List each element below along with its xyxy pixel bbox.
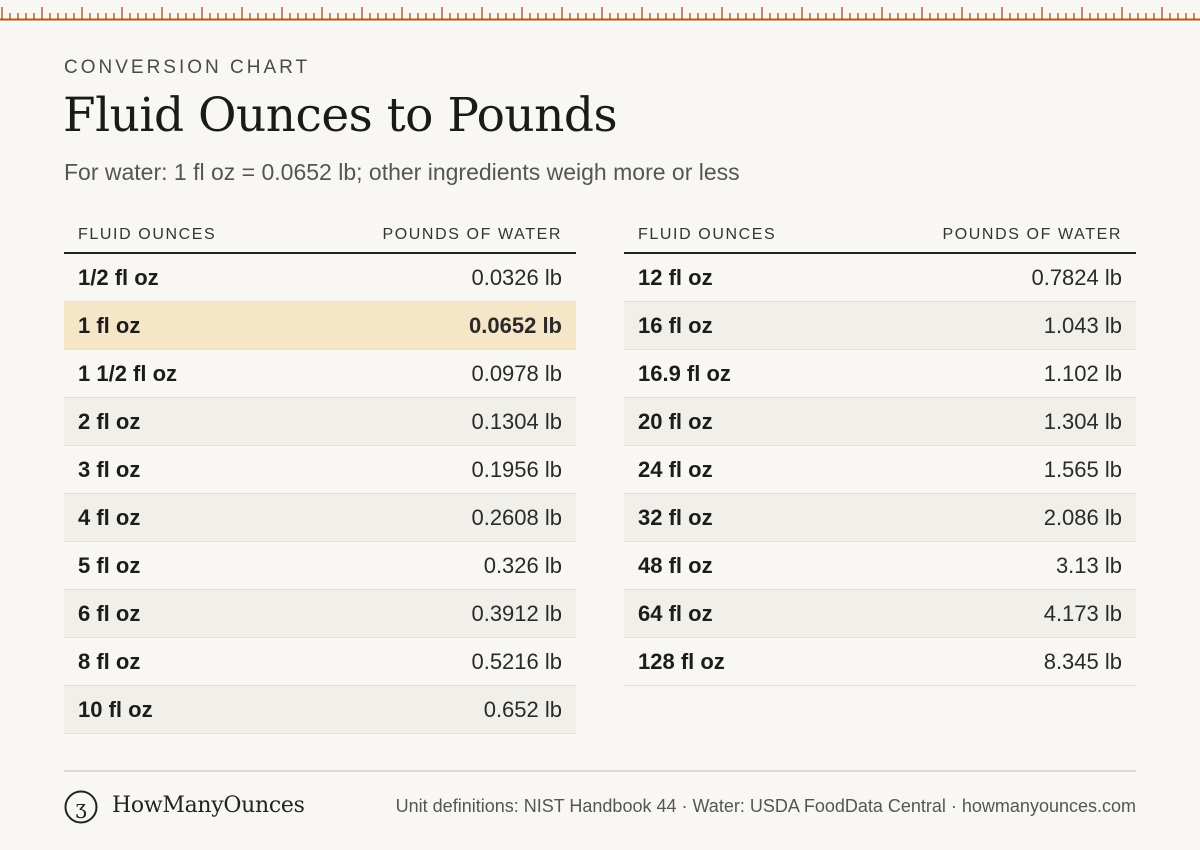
fluid-ounces-value: 12 fl oz (638, 264, 713, 290)
table-row: 1 1/2 fl oz 0.0978 lb (64, 350, 576, 398)
pounds-value: 1.043 lb (1043, 312, 1122, 338)
ruler-decoration (0, 7, 1200, 21)
table-row: 10 fl oz 0.652 lb (64, 686, 576, 734)
fluid-ounces-value: 16.9 fl oz (638, 360, 731, 386)
conversion-table-right: FLUID OUNCES POUNDS OF WATER 12 fl oz 0.7… (624, 218, 1136, 686)
table-row: 64 fl oz 4.173 lb (624, 590, 1136, 638)
table-row: 32 fl oz 2.086 lb (624, 494, 1136, 542)
pounds-value: 0.3912 lb (471, 600, 562, 626)
logo-icon: ʒ (64, 790, 98, 824)
pounds-value: 0.5216 lb (471, 648, 562, 674)
table-row: 6 fl oz 0.3912 lb (64, 590, 576, 638)
column-header-fluid-ounces: FLUID OUNCES (638, 226, 777, 243)
table-row: 24 fl oz 1.565 lb (624, 446, 1136, 494)
table-row: 48 fl oz 3.13 lb (624, 542, 1136, 590)
table-header: FLUID OUNCES POUNDS OF WATER (64, 218, 576, 254)
pounds-value: 0.0978 lb (471, 360, 562, 386)
table-row: 12 fl oz 0.7824 lb (624, 254, 1136, 302)
fluid-ounces-value: 20 fl oz (638, 408, 713, 434)
table-row: 5 fl oz 0.326 lb (64, 542, 576, 590)
fluid-ounces-value: 10 fl oz (78, 696, 153, 722)
conversion-table-left: FLUID OUNCES POUNDS OF WATER 1/2 fl oz 0.… (64, 218, 576, 734)
footer-divider (64, 770, 1136, 772)
table-row: 4 fl oz 0.2608 lb (64, 494, 576, 542)
table-row: 8 fl oz 0.5216 lb (64, 638, 576, 686)
column-header-pounds: POUNDS OF WATER (382, 226, 562, 243)
table-row: 20 fl oz 1.304 lb (624, 398, 1136, 446)
svg-text:ʒ: ʒ (75, 795, 86, 819)
pounds-value: 0.2608 lb (471, 504, 562, 530)
column-header-fluid-ounces: FLUID OUNCES (78, 226, 217, 243)
fluid-ounces-value: 5 fl oz (78, 552, 141, 578)
fluid-ounces-value: 24 fl oz (638, 456, 713, 482)
eyebrow-label: CONVERSION CHART (64, 57, 311, 78)
pounds-value: 0.1304 lb (471, 408, 562, 434)
pounds-value: 0.326 lb (483, 552, 562, 578)
pounds-value: 1.565 lb (1043, 456, 1122, 482)
pounds-value: 0.0326 lb (471, 264, 562, 290)
fluid-ounces-value: 3 fl oz (78, 456, 141, 482)
pounds-value: 0.1956 lb (471, 456, 562, 482)
brand-name: HowManyOunces (112, 793, 305, 818)
table-row: 3 fl oz 0.1956 lb (64, 446, 576, 494)
table-row: 1 fl oz 0.0652 lb (64, 302, 576, 350)
table-row: 128 fl oz 8.345 lb (624, 638, 1136, 686)
pounds-value: 4.173 lb (1043, 600, 1122, 626)
pounds-value: 0.7824 lb (1031, 264, 1122, 290)
column-header-pounds: POUNDS OF WATER (942, 226, 1122, 243)
pounds-value: 3.13 lb (1055, 552, 1122, 578)
sources-credit: Unit definitions: NIST Handbook 44 · Wat… (395, 796, 1136, 816)
pounds-value: 8.345 lb (1043, 648, 1122, 674)
page-title: Fluid Ounces to Pounds (63, 88, 618, 143)
fluid-ounces-value: 1 fl oz (78, 312, 141, 338)
fluid-ounces-value: 6 fl oz (78, 600, 141, 626)
table-row: 1/2 fl oz 0.0326 lb (64, 254, 576, 302)
table-row: 16.9 fl oz 1.102 lb (624, 350, 1136, 398)
fluid-ounces-value: 1 1/2 fl oz (78, 360, 178, 386)
table-row: 2 fl oz 0.1304 lb (64, 398, 576, 446)
fluid-ounces-value: 64 fl oz (638, 600, 713, 626)
table-header: FLUID OUNCES POUNDS OF WATER (624, 218, 1136, 254)
fluid-ounces-value: 2 fl oz (78, 408, 141, 434)
pounds-value: 1.304 lb (1043, 408, 1122, 434)
fluid-ounces-value: 4 fl oz (78, 504, 141, 530)
fluid-ounces-value: 48 fl oz (638, 552, 713, 578)
fluid-ounces-value: 8 fl oz (78, 648, 141, 674)
fluid-ounces-value: 16 fl oz (638, 312, 713, 338)
pounds-value: 0.0652 lb (469, 312, 562, 338)
pounds-value: 1.102 lb (1043, 360, 1122, 386)
page-subtitle: For water: 1 fl oz = 0.0652 lb; other in… (64, 159, 740, 185)
table-row: 16 fl oz 1.043 lb (624, 302, 1136, 350)
pounds-value: 2.086 lb (1043, 504, 1122, 530)
fluid-ounces-value: 32 fl oz (638, 504, 713, 530)
fluid-ounces-value: 128 fl oz (638, 648, 725, 674)
fluid-ounces-value: 1/2 fl oz (78, 264, 159, 290)
pounds-value: 0.652 lb (483, 696, 562, 722)
